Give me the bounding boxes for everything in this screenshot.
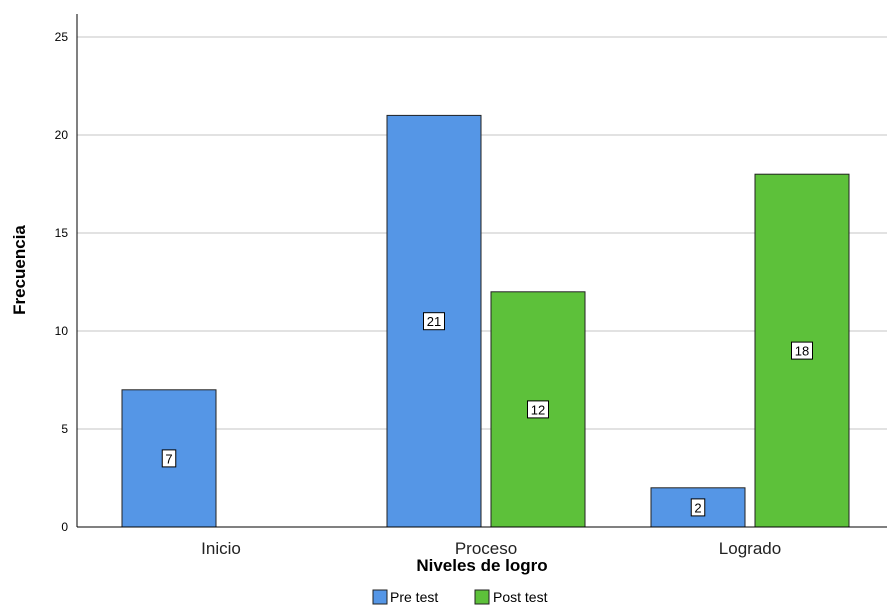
y-tick-label: 10 — [55, 324, 69, 338]
data-label: 18 — [795, 344, 809, 359]
y-tick-label: 20 — [55, 128, 69, 142]
legend-label: Pre test — [390, 589, 438, 605]
gridlines — [77, 36, 887, 430]
data-label: 7 — [165, 451, 172, 466]
legend-swatch — [372, 589, 388, 605]
y-tick-label: 5 — [61, 422, 68, 436]
data-label: 12 — [531, 402, 545, 417]
y-tick-label: 0 — [61, 520, 68, 534]
data-label: 21 — [427, 314, 441, 329]
x-tick-label: Logrado — [719, 539, 781, 558]
y-tick-label: 25 — [55, 30, 69, 44]
legend: Pre test Post test — [372, 589, 548, 605]
bars — [121, 114, 850, 528]
data-label-box — [423, 312, 445, 331]
data-label: 2 — [694, 500, 701, 515]
y-tick-labels: 0 5 10 15 20 25 — [55, 30, 69, 534]
data-label-box — [690, 498, 706, 517]
data-label-box — [161, 449, 177, 468]
data-label-box — [791, 341, 813, 360]
x-axis-title: Niveles de logro — [416, 556, 547, 575]
data-labels: 7 21 12 2 18 — [161, 312, 813, 517]
legend-label: Post test — [493, 589, 548, 605]
y-tick-label: 15 — [55, 226, 69, 240]
legend-swatch — [474, 589, 490, 605]
x-tick-label: Inicio — [201, 539, 241, 558]
x-tick-labels: Inicio Proceso Logrado — [201, 539, 781, 558]
y-axis-title: Frecuencia — [10, 225, 29, 315]
data-label-box — [527, 400, 549, 419]
x-tick-label: Proceso — [455, 539, 517, 558]
